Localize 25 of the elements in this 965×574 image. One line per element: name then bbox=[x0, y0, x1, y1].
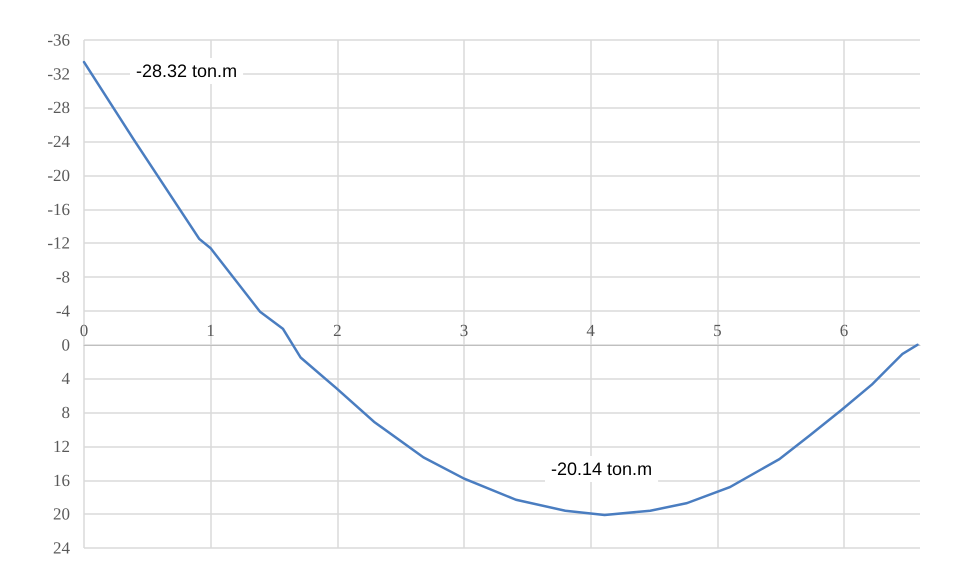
y-tick-label: 4 bbox=[62, 369, 70, 388]
x-tick-label: 6 bbox=[840, 320, 848, 340]
y-tick-label: 16 bbox=[53, 470, 70, 490]
y-tick-label: 8 bbox=[62, 403, 70, 422]
y-tick-label: -24 bbox=[47, 132, 70, 152]
y-tick-label: 24 bbox=[53, 538, 70, 558]
x-tick-label: 3 bbox=[460, 320, 468, 340]
y-tick-label: -8 bbox=[56, 268, 70, 287]
annotation: -28.32 ton.m bbox=[136, 61, 238, 81]
x-tick-label: 4 bbox=[586, 320, 596, 340]
y-tick-label: -16 bbox=[47, 200, 70, 219]
x-tick-label: 1 bbox=[206, 320, 215, 340]
x-tick-label: 0 bbox=[80, 320, 88, 340]
annotation: -20.14 ton.m bbox=[551, 459, 652, 479]
y-tick-label: -32 bbox=[47, 64, 70, 84]
y-tick-label: 20 bbox=[53, 504, 70, 524]
y-tick-label: -28 bbox=[47, 98, 70, 118]
y-tick-label: -12 bbox=[47, 234, 70, 253]
x-tick-label: 5 bbox=[713, 320, 722, 340]
y-tick-label: -4 bbox=[56, 301, 70, 320]
x-tick-label: 2 bbox=[333, 320, 342, 340]
y-tick-label: -20 bbox=[47, 166, 70, 185]
y-tick-label: -36 bbox=[47, 30, 70, 50]
y-tick-label: 0 bbox=[62, 335, 70, 354]
y-tick-label: 12 bbox=[53, 436, 70, 456]
